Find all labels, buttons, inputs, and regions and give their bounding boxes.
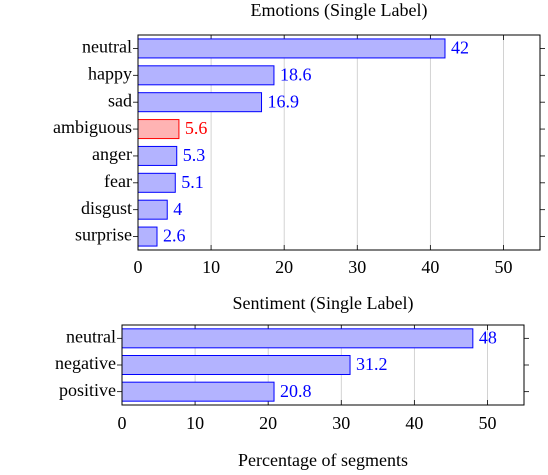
y-tick-label: neutral <box>66 326 116 346</box>
x-tick-label: 50 <box>478 413 496 433</box>
bar <box>121 328 474 349</box>
value-label: 16.9 <box>268 91 300 111</box>
x-tick-label: 10 <box>186 413 204 433</box>
x-tick-label: 20 <box>259 413 277 433</box>
value-label: 18.6 <box>280 64 312 84</box>
bar <box>137 172 176 193</box>
x-tick-label: 0 <box>134 257 143 277</box>
y-tick-label: fear <box>104 171 132 191</box>
x-tick-label: 30 <box>332 413 350 433</box>
x-tick-label: 50 <box>494 257 512 277</box>
bar <box>137 199 168 220</box>
bar <box>137 38 446 59</box>
bar <box>137 145 178 166</box>
value-label: 20.8 <box>280 381 312 401</box>
y-tick-label: neutral <box>82 37 132 57</box>
value-label: 48 <box>479 327 497 347</box>
bar <box>121 381 275 402</box>
value-label: 31.2 <box>356 354 388 374</box>
x-axis-label: Percentage of segments <box>238 450 408 470</box>
x-tick-label: 0 <box>118 413 127 433</box>
value-label: 5.3 <box>183 145 206 165</box>
x-tick-label: 10 <box>202 257 220 277</box>
y-tick-label: sad <box>108 90 132 110</box>
chart-title: Emotions (Single Label) <box>251 0 428 21</box>
y-tick-label: anger <box>92 144 132 164</box>
value-label: 4 <box>173 199 182 219</box>
y-tick-label: happy <box>88 63 132 83</box>
x-tick-label: 20 <box>275 257 293 277</box>
value-label: 42 <box>451 38 469 58</box>
x-tick-label: 40 <box>405 413 423 433</box>
x-tick-label: 30 <box>348 257 366 277</box>
chart-title: Sentiment (Single Label) <box>233 293 414 314</box>
value-label: 2.6 <box>163 226 186 246</box>
x-tick-label: 40 <box>421 257 439 277</box>
y-tick-label: surprise <box>75 225 132 245</box>
y-tick-label: negative <box>55 353 116 373</box>
value-label: 5.1 <box>181 172 204 192</box>
y-tick-label: ambiguous <box>53 117 132 137</box>
value-label: 5.6 <box>185 118 208 138</box>
bar <box>137 226 158 247</box>
bar <box>137 119 180 140</box>
bar <box>137 92 263 113</box>
y-tick-label: positive <box>59 380 116 400</box>
bar <box>121 355 351 375</box>
plot-frame <box>137 34 541 251</box>
plot-frame <box>121 324 525 406</box>
y-tick-label: disgust <box>81 198 132 218</box>
bar <box>137 65 275 86</box>
